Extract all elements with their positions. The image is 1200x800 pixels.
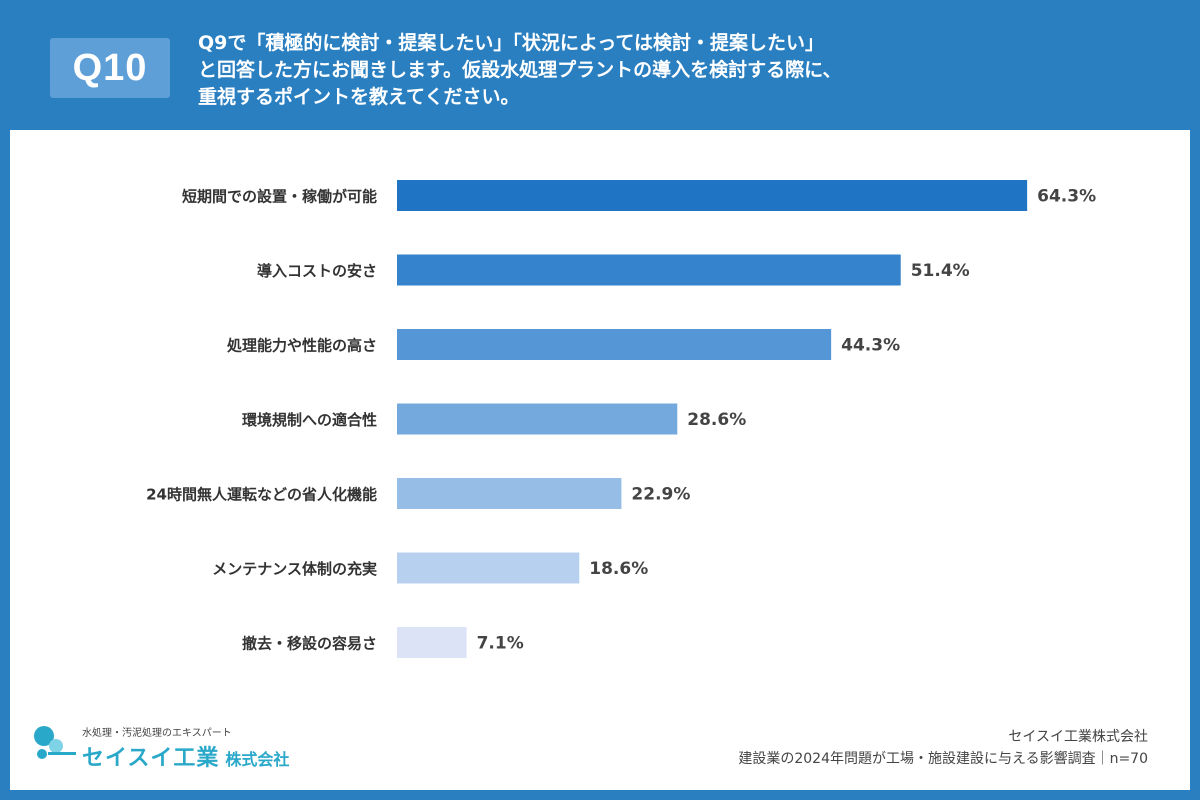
category-label: メンテナンス体制の充実: [212, 560, 377, 578]
value-label: 64.3%: [1037, 187, 1096, 207]
credit-survey: 建設業の2024年問題が工場・施設建設に与える影響調査｜n=70: [738, 751, 1148, 767]
category-label: 導入コストの安さ: [257, 262, 377, 280]
value-label: 44.3%: [841, 336, 900, 356]
question-text: Q9で「積極的に検討・提案したい」「状況によっては検討・提案したい」 と回答した…: [198, 30, 1158, 111]
category-label: 環境規制への適合性: [242, 411, 377, 429]
question-line: Q9で「積極的に検討・提案したい」「状況によっては検討・提案したい」: [198, 32, 824, 54]
bar: [397, 403, 678, 435]
bar: [397, 254, 901, 286]
bar: [397, 329, 832, 360]
source-credit: セイスイ工業株式会社 建設業の2024年問題が工場・施設建設に与える影響調査｜n…: [738, 726, 1148, 770]
company-logo: 水処理・汚泥処理のエキスパート セイスイ工業 株式会社: [30, 718, 350, 778]
logo-company-name: セイスイ工業: [82, 746, 220, 771]
value-label: 22.9%: [631, 485, 690, 505]
bar: [397, 478, 622, 509]
header: Q10 Q9で「積極的に検討・提案したい」「状況によっては検討・提案したい」 と…: [0, 0, 1200, 130]
category-label: 短期間での設置・稼働が可能: [182, 188, 377, 206]
bar: [397, 180, 1028, 211]
logo-mark-icon: [34, 726, 76, 759]
value-label: 51.4%: [911, 261, 970, 281]
category-label: 撤去・移設の容易さ: [242, 635, 377, 653]
bar-chart: 短期間での設置・稼働が可能 64.3% 導入コストの安さ 51.4% 処理能力や性能の高…: [146, 180, 1096, 658]
value-label: 7.1%: [477, 634, 524, 654]
question-number-badge: Q10: [50, 38, 170, 98]
credit-company: セイスイ工業株式会社: [1008, 729, 1148, 745]
question-line: 重視するポイントを教えてください。: [198, 86, 520, 108]
logo-suffix: 株式会社: [225, 750, 290, 769]
category-label: 処理能力や性能の高さ: [226, 337, 377, 355]
chart-panel: 短期間での設置・稼働が可能 64.3% 導入コストの安さ 51.4% 処理能力や性能の高…: [10, 130, 1190, 790]
question-line: と回答した方にお聞きします。仮設水処理プラントの導入を検討する際に、: [198, 59, 842, 81]
category-label: 24時間無人運転などの省人化機能: [146, 486, 377, 504]
value-label: 28.6%: [687, 410, 746, 430]
value-label: 18.6%: [589, 559, 648, 579]
logo-tagline: 水処理・汚泥処理のエキスパート: [82, 728, 232, 739]
logo-name: セイスイ工業 株式会社: [82, 740, 289, 772]
bar: [397, 627, 467, 658]
bar: [397, 552, 580, 584]
